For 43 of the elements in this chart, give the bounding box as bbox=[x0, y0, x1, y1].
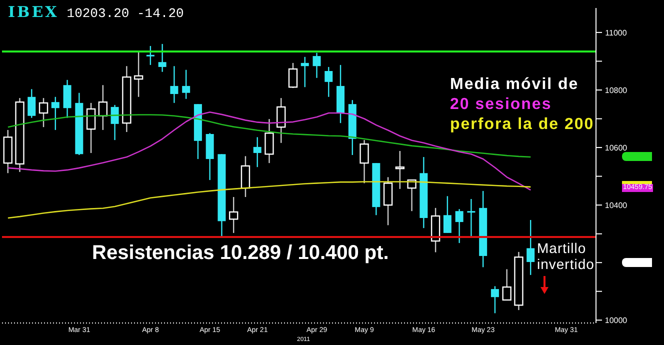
candlestick bbox=[51, 96, 60, 131]
candlestick bbox=[86, 102, 96, 154]
candlestick bbox=[526, 219, 535, 276]
y-tick-label: 10600 bbox=[604, 144, 628, 153]
candlestick bbox=[312, 52, 321, 79]
candlestick bbox=[276, 97, 286, 144]
candlestick bbox=[288, 62, 298, 89]
candlestick bbox=[395, 150, 405, 190]
candlestick bbox=[443, 196, 452, 234]
y-tick-label: 10400 bbox=[604, 201, 628, 210]
candlestick bbox=[110, 104, 119, 141]
candlestick bbox=[170, 66, 178, 104]
candlestick bbox=[63, 79, 72, 118]
candlestick bbox=[228, 196, 238, 234]
candlestick bbox=[324, 66, 333, 98]
y-tick-label: 11000 bbox=[605, 28, 628, 38]
annotation: invertido bbox=[537, 256, 594, 272]
candlestick bbox=[490, 286, 499, 314]
y-tick-label: 10000 bbox=[604, 316, 628, 326]
y-tick-label: 10800 bbox=[604, 86, 628, 95]
annotation: Media móvil de bbox=[450, 76, 579, 94]
candlestick bbox=[264, 118, 274, 164]
annotation: Resistencias 10.289 / 10.400 pt. bbox=[92, 242, 389, 264]
candlestick bbox=[502, 268, 512, 301]
candlestick bbox=[182, 69, 190, 100]
candlestick bbox=[158, 43, 166, 72]
chart-subtitle: 10203.20 -14.20 bbox=[66, 6, 184, 21]
candlestick bbox=[28, 88, 36, 118]
candlestick bbox=[383, 176, 393, 226]
chart-title: IBEX bbox=[8, 3, 59, 21]
candlestick bbox=[240, 156, 250, 198]
candlestick bbox=[98, 84, 108, 131]
candlestick bbox=[467, 198, 476, 238]
candlestick bbox=[146, 45, 154, 66]
candlestick bbox=[300, 56, 309, 88]
candlestick bbox=[360, 139, 369, 184]
candlestick bbox=[134, 51, 144, 98]
annotation: perfora la de 200 bbox=[450, 116, 594, 134]
candlestick bbox=[455, 208, 464, 244]
candlestick bbox=[253, 136, 262, 168]
candlestick bbox=[38, 97, 48, 128]
annotation: 20 sesiones bbox=[450, 96, 552, 114]
annotation: Martillo bbox=[537, 240, 586, 256]
